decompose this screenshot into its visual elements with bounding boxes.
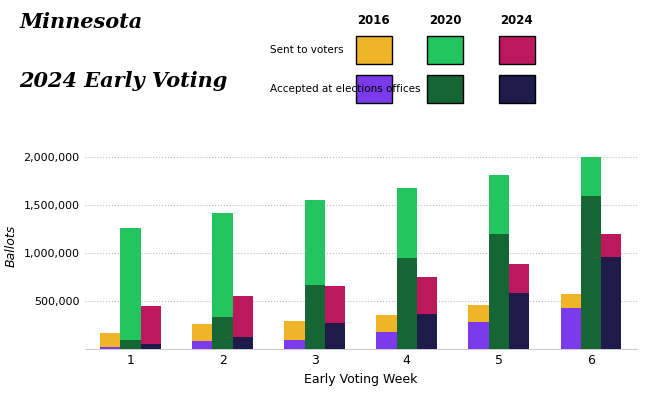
Bar xyxy=(396,258,417,349)
Bar xyxy=(192,324,213,341)
Y-axis label: Ballots: Ballots xyxy=(5,225,18,267)
Bar xyxy=(213,317,233,349)
Bar xyxy=(376,331,396,349)
Bar xyxy=(469,322,489,349)
Bar xyxy=(284,340,305,349)
Bar xyxy=(469,305,489,322)
Text: Sent to voters: Sent to voters xyxy=(270,44,343,55)
Bar xyxy=(601,257,621,349)
Bar xyxy=(233,296,253,337)
Bar xyxy=(233,337,253,349)
Bar xyxy=(325,324,345,349)
Bar xyxy=(325,286,345,324)
Bar xyxy=(120,228,140,340)
Text: 2024 Early Voting: 2024 Early Voting xyxy=(20,71,228,91)
Text: 2016: 2016 xyxy=(358,14,390,27)
Bar xyxy=(284,321,305,340)
Bar xyxy=(581,157,601,196)
Bar xyxy=(509,264,529,293)
Bar xyxy=(100,333,120,347)
Bar xyxy=(601,234,621,257)
Bar xyxy=(192,341,213,349)
Bar xyxy=(417,314,437,349)
Bar xyxy=(120,340,140,349)
Bar xyxy=(305,200,325,285)
Bar xyxy=(100,347,120,349)
Text: 2020: 2020 xyxy=(429,14,461,27)
Bar xyxy=(376,315,396,331)
Bar xyxy=(489,234,509,349)
Bar xyxy=(305,285,325,349)
Bar xyxy=(560,308,581,349)
Bar xyxy=(560,294,581,308)
Bar xyxy=(140,343,161,349)
Bar xyxy=(140,306,161,343)
X-axis label: Early Voting Week: Early Voting Week xyxy=(304,373,417,386)
Bar xyxy=(417,278,437,314)
Bar xyxy=(581,196,601,349)
Bar xyxy=(489,175,509,234)
Bar xyxy=(213,213,233,317)
Bar xyxy=(396,188,417,258)
Text: Minnesota: Minnesota xyxy=(20,12,143,32)
Text: Accepted at elections offices: Accepted at elections offices xyxy=(270,84,421,94)
Text: 2024: 2024 xyxy=(500,14,533,27)
Bar xyxy=(509,293,529,349)
